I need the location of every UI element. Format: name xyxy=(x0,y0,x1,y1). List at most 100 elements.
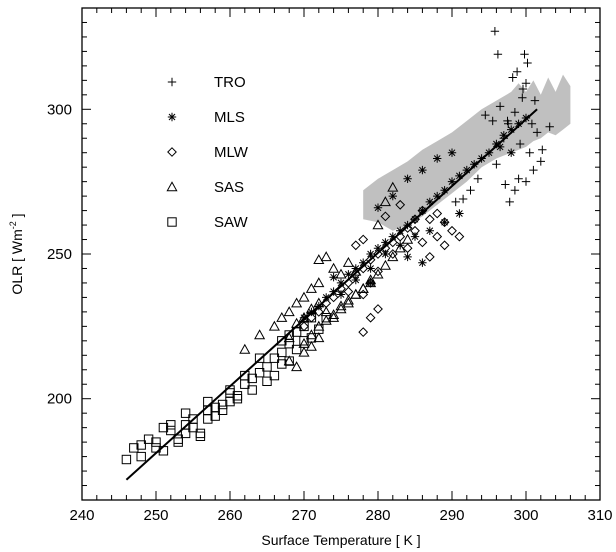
data-point-saw xyxy=(195,428,206,439)
data-point-sas xyxy=(268,320,280,331)
data-point-mls xyxy=(410,215,420,224)
data-point-mls xyxy=(418,165,427,175)
data-point-saw xyxy=(180,408,191,418)
data-point-mls xyxy=(299,313,309,322)
data-point-saw xyxy=(277,347,287,358)
data-point-sas xyxy=(328,309,340,319)
data-point-saw xyxy=(254,368,265,378)
data-point-mls xyxy=(329,287,338,296)
data-point-sas xyxy=(291,361,303,372)
data-point-sas xyxy=(394,242,406,253)
data-point-tro xyxy=(458,194,468,204)
data-point-mls xyxy=(418,206,427,215)
data-point-mls xyxy=(366,249,375,259)
data-point-sas xyxy=(313,277,325,288)
data-point-mls xyxy=(351,264,360,273)
legend-item-tro: TRO xyxy=(167,74,246,91)
data-point-mls xyxy=(381,249,390,259)
data-point-sas xyxy=(298,346,310,357)
data-point-saw xyxy=(291,327,302,337)
data-point-mls xyxy=(344,270,353,279)
data-point-sas xyxy=(335,303,347,314)
data-point-tro xyxy=(492,160,501,169)
data-point-mls xyxy=(388,191,397,201)
data-point-saw xyxy=(262,376,272,386)
data-point-sas xyxy=(313,297,325,308)
data-point-mlw xyxy=(358,289,369,300)
data-point-tro xyxy=(490,27,500,36)
legend-label: SAW xyxy=(214,214,248,231)
data-point-mlw xyxy=(447,225,457,236)
data-point-mlw xyxy=(432,231,443,242)
data-point-saw xyxy=(129,443,139,453)
data-point-tro xyxy=(488,116,497,126)
data-point-mls xyxy=(329,273,338,282)
data-point-mlw xyxy=(387,249,398,259)
data-point-mls xyxy=(521,113,531,123)
data-point-mls xyxy=(396,226,405,236)
data-point-sas xyxy=(342,256,354,267)
y-tick-label: 250 xyxy=(47,246,72,263)
legend-marker-sas xyxy=(166,181,178,192)
data-point-mls xyxy=(366,264,375,273)
data-point-mls xyxy=(492,139,501,149)
data-point-mls xyxy=(388,232,397,241)
data-point-sas xyxy=(335,268,347,279)
data-point-saw xyxy=(277,359,287,369)
data-point-tro xyxy=(510,186,520,195)
data-point-sas xyxy=(291,317,303,328)
data-point-saw xyxy=(306,313,317,323)
data-point-saw xyxy=(173,437,183,447)
data-points-layer xyxy=(121,27,554,465)
data-point-sas xyxy=(328,262,340,273)
y-tick-label: 300 xyxy=(47,101,72,118)
x-tick-label: 250 xyxy=(143,507,168,524)
data-point-saw xyxy=(247,385,257,395)
data-point-mls xyxy=(499,131,508,140)
data-point-sas xyxy=(320,251,332,262)
data-point-mlw xyxy=(410,225,420,236)
data-point-saw xyxy=(203,405,213,415)
series-mlw xyxy=(299,199,465,338)
series-saw xyxy=(121,313,331,465)
legend-label: MLS xyxy=(214,109,245,126)
data-point-mlw xyxy=(410,214,420,225)
data-point-mls xyxy=(433,191,442,201)
data-point-tro xyxy=(518,93,527,102)
data-point-saw xyxy=(284,356,294,366)
data-point-saw xyxy=(314,324,324,334)
data-point-mls xyxy=(507,148,516,157)
data-point-mls xyxy=(314,301,323,311)
data-point-mlw xyxy=(424,214,435,225)
data-point-saw xyxy=(262,362,272,372)
data-point-mlw xyxy=(373,266,383,277)
data-point-mlw xyxy=(373,249,383,259)
data-point-mls xyxy=(418,258,427,267)
data-point-mls xyxy=(495,142,505,152)
data-point-mls xyxy=(359,258,368,267)
data-point-mls xyxy=(440,186,449,195)
data-point-saw xyxy=(299,336,309,346)
data-point-tro xyxy=(521,177,531,186)
data-point-sas xyxy=(313,332,325,343)
data-point-sas xyxy=(305,303,317,314)
data-point-mlw xyxy=(365,312,376,323)
data-point-tro xyxy=(495,102,505,111)
data-point-saw xyxy=(291,344,302,355)
shaded-band-layer xyxy=(363,74,571,231)
data-point-sas xyxy=(283,306,295,317)
data-point-sas xyxy=(239,343,251,354)
data-point-tro xyxy=(501,180,510,189)
data-point-sas xyxy=(335,300,347,311)
data-point-sas xyxy=(365,274,377,285)
data-point-mls xyxy=(425,197,434,207)
data-point-saw xyxy=(247,373,257,384)
data-point-sas xyxy=(350,265,362,276)
data-point-saw xyxy=(180,420,191,430)
legend-label: SAS xyxy=(214,179,244,196)
data-point-sas xyxy=(298,311,310,322)
data-point-mlw xyxy=(358,234,369,245)
data-point-saw xyxy=(321,313,331,323)
legend-marker-mlw xyxy=(167,147,177,157)
